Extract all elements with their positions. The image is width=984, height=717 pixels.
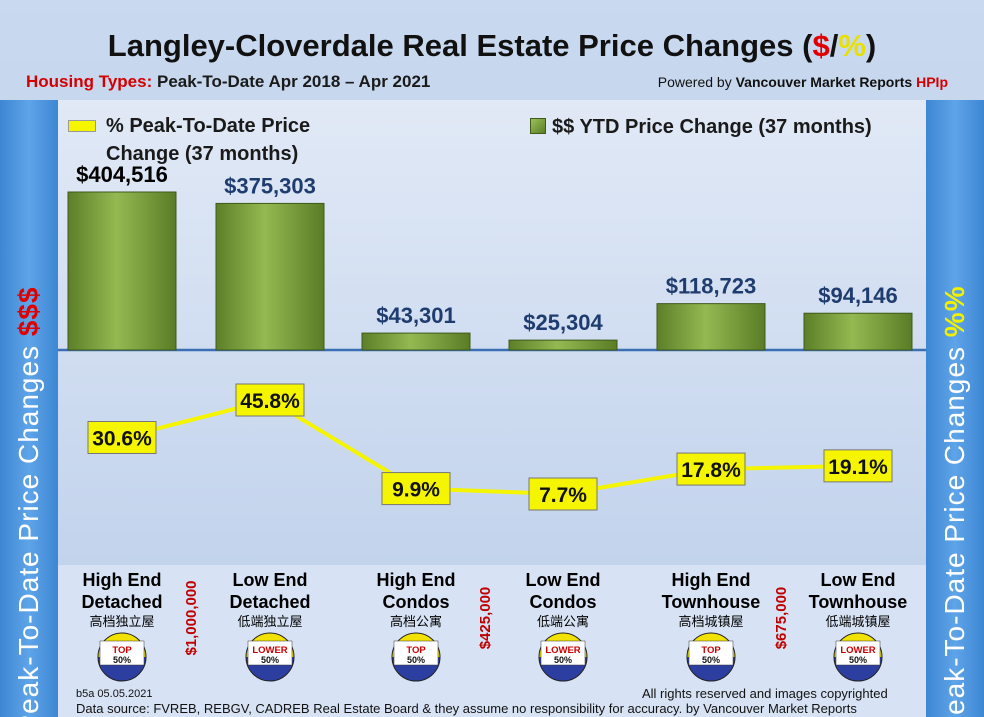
badge-plate-0 [99,640,145,666]
plot-area [58,100,926,565]
badge-percent-2: 50% [407,655,425,665]
percent-label-box-4 [676,452,746,486]
percent-label-4: 17.8% [681,459,741,482]
category-chinese-label-3: 低端公寓 [537,614,589,630]
percent-label-2: 9.9% [392,479,440,502]
bar-4 [656,303,766,351]
price-threshold-0: $1,000,000 [183,580,200,655]
badge-title-0: TOP [112,645,132,656]
percent-label-0: 30.6% [92,428,152,451]
subtitle-period: Housing Types: Peak-To-Date Apr 2018 – A… [26,72,431,91]
badge-title-3: LOWER [545,645,580,656]
badge-title-4: TOP [701,645,721,656]
badge-plate-1 [247,640,293,666]
category-label-5-0: Low End [821,570,896,590]
category-label-3-1: Condos [530,592,597,612]
category-label-0-1: Detached [81,592,162,612]
badge-percent-1: 50% [261,655,279,665]
category-label-2-0: High End [377,570,456,590]
right-sidebar: Peak-To-Date Price Changes %% [926,100,984,717]
powered-by: Powered by Vancouver Market Reports HPIp [657,74,948,90]
bar-5 [803,312,913,351]
category-label-3-0: Low End [526,570,601,590]
badge-plate-3 [540,640,586,666]
category-chinese-label-5: 低端城镇屋 [825,615,890,630]
percent-label-box-2 [381,472,451,506]
price-threshold-1: $425,000 [477,587,494,650]
price-threshold-2: $675,000 [773,587,790,650]
category-label-5-1: Townhouse [809,592,908,612]
percent-label-3: 7.7% [539,484,587,507]
bar-3 [508,339,618,351]
badge-percent-5: 50% [849,655,867,665]
bar-1 [215,202,325,351]
legend-line-entry: % Peak-To-Date Price Change (37 months) [68,112,346,168]
bar-value-label-3: $25,304 [523,310,603,335]
legend-bar-swatch [530,118,546,134]
bar-0 [67,191,177,351]
percent-label-5: 19.1% [828,456,888,479]
badge-title-2: TOP [406,645,426,656]
category-chinese-label-0: 高档独立屋 [89,614,154,630]
category-label-4-1: Townhouse [662,592,761,612]
left-sidebar: Peak-To-Date Price Changes $$$ [0,100,58,717]
bar-value-label-0: $404,516 [76,162,168,187]
category-label-1-0: Low End [233,570,308,590]
bar-value-label-2: $43,301 [376,303,456,328]
badge-percent-4: 50% [702,655,720,665]
percent-label-box-1 [235,383,305,417]
category-label-1-1: Detached [229,592,310,612]
category-strip [58,565,926,717]
badge-plate-2 [393,640,439,666]
percent-label-1: 45.8% [240,390,300,413]
bar-value-label-1: $375,303 [224,173,316,198]
bar-value-label-5: $94,146 [818,283,898,308]
badge-title-1: LOWER [252,645,287,656]
badge-plate-4 [688,640,734,666]
version-stamp: b5a 05.05.2021 [76,688,153,700]
badge-title-5: LOWER [840,645,875,656]
page-title: Langley-Cloverdale Real Estate Price Cha… [107,28,877,63]
percent-label-box-3 [528,477,598,511]
legend-line-swatch [68,120,96,132]
category-chinese-label-4: 高档城镇屋 [678,614,743,630]
badge-plate-5 [835,640,881,666]
percent-label-box-5 [823,449,893,483]
category-label-4-0: High End [672,570,751,590]
badge-percent-0: 50% [113,655,131,665]
data-source: Data source: FVREB, REBGV, CADREB Real E… [76,701,857,716]
badge-percent-3: 50% [554,655,572,665]
percent-line [121,397,859,497]
percent-label-box-0 [87,421,157,455]
copyright-notice: All rights reserved and images copyright… [642,686,888,701]
category-label-2-1: Condos [383,592,450,612]
bar-2 [361,332,471,351]
bar-value-label-4: $118,723 [666,274,757,299]
category-chinese-label-1: 低端独立屋 [237,615,302,630]
legend-bar-entry: $$ YTD Price Change (37 months) [530,116,872,139]
category-label-0-0: High End [83,570,162,590]
category-chinese-label-2: 高档公寓 [390,614,442,630]
